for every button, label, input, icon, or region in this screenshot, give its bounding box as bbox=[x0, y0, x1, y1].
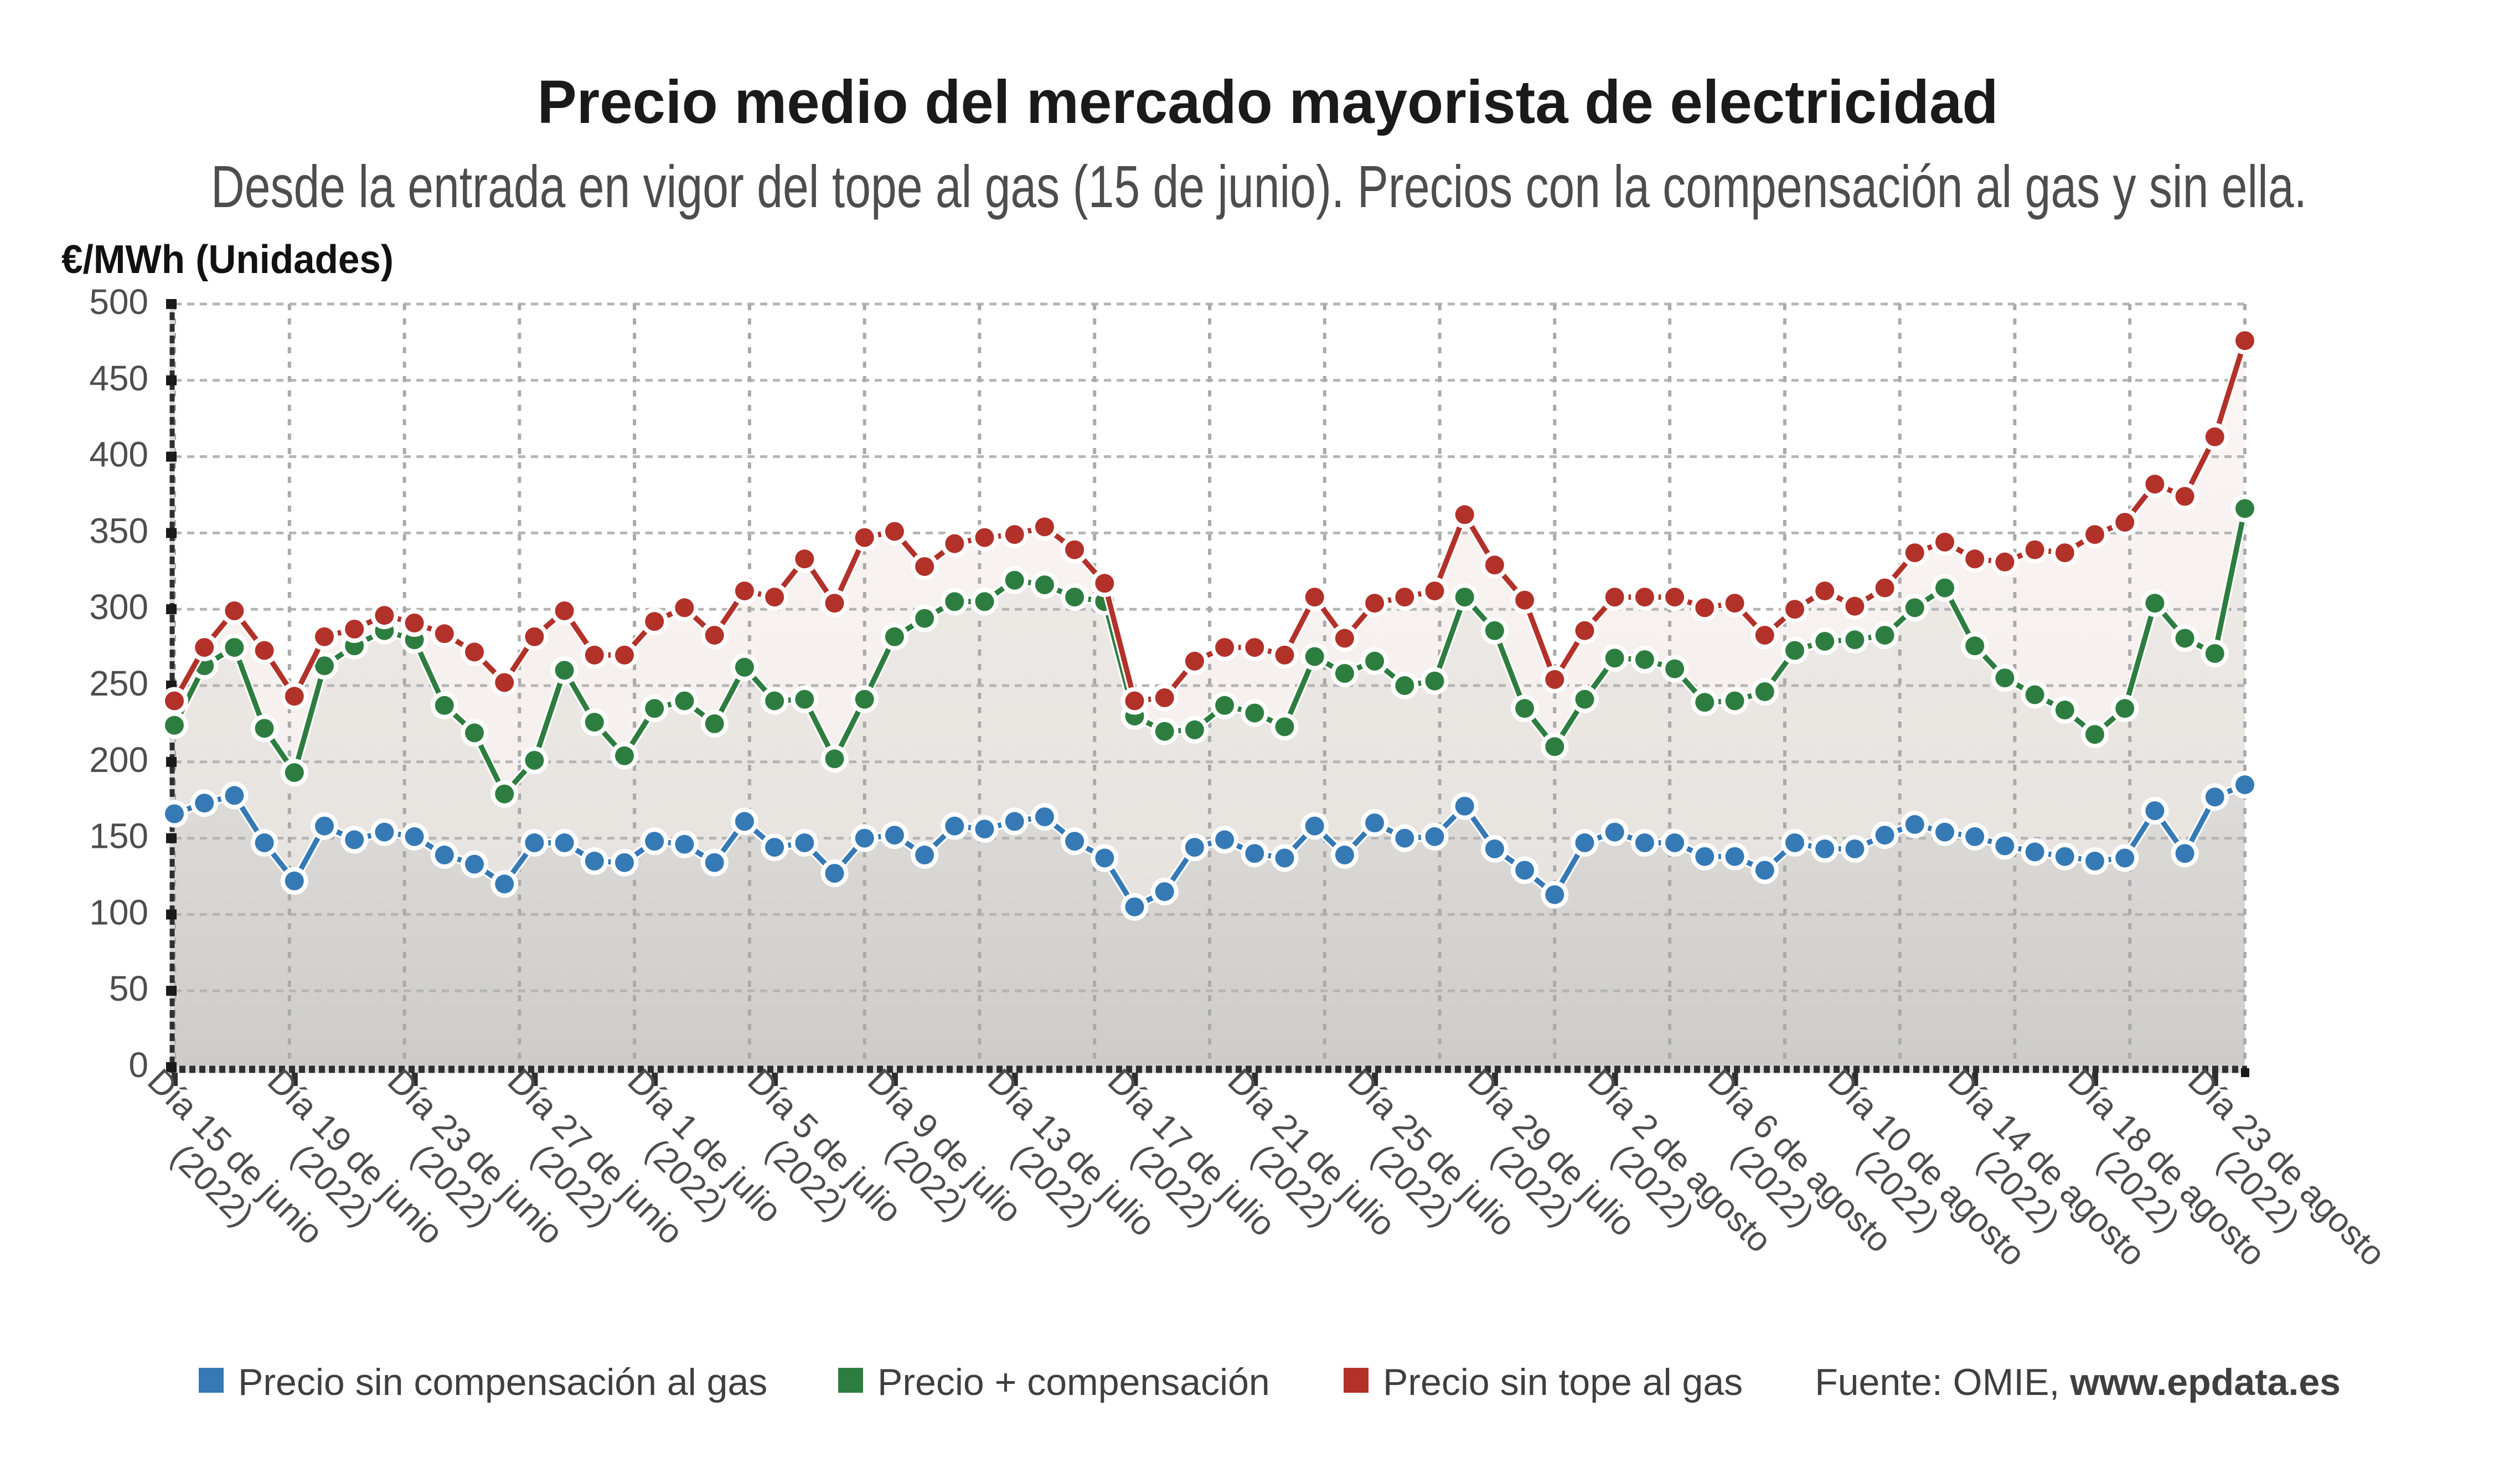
svg-text:300: 300 bbox=[89, 587, 148, 627]
svg-text:Fuente: OMIE, www.epdata.es: Fuente: OMIE, www.epdata.es bbox=[1815, 1361, 2341, 1403]
svg-text:Precio + compensación: Precio + compensación bbox=[877, 1361, 1270, 1403]
svg-text:450: 450 bbox=[89, 358, 148, 398]
svg-text:400: 400 bbox=[89, 435, 148, 475]
svg-text:150: 150 bbox=[89, 816, 148, 856]
svg-text:Precio medio del mercado mayor: Precio medio del mercado mayorista de el… bbox=[538, 68, 1999, 136]
svg-text:50: 50 bbox=[109, 969, 148, 1008]
svg-text:€/MWh (Unidades): €/MWh (Unidades) bbox=[61, 238, 394, 282]
svg-text:Precio sin tope al gas: Precio sin tope al gas bbox=[1383, 1361, 1743, 1403]
svg-text:250: 250 bbox=[89, 663, 148, 703]
svg-text:100: 100 bbox=[89, 892, 148, 932]
svg-text:Precio sin compensación al gas: Precio sin compensación al gas bbox=[238, 1361, 767, 1403]
svg-text:350: 350 bbox=[89, 511, 148, 550]
svg-text:0: 0 bbox=[128, 1045, 148, 1085]
svg-text:Desde la entrada en vigor del: Desde la entrada en vigor del tope al ga… bbox=[211, 153, 2307, 220]
svg-text:200: 200 bbox=[89, 740, 148, 780]
svg-text:500: 500 bbox=[89, 282, 148, 322]
